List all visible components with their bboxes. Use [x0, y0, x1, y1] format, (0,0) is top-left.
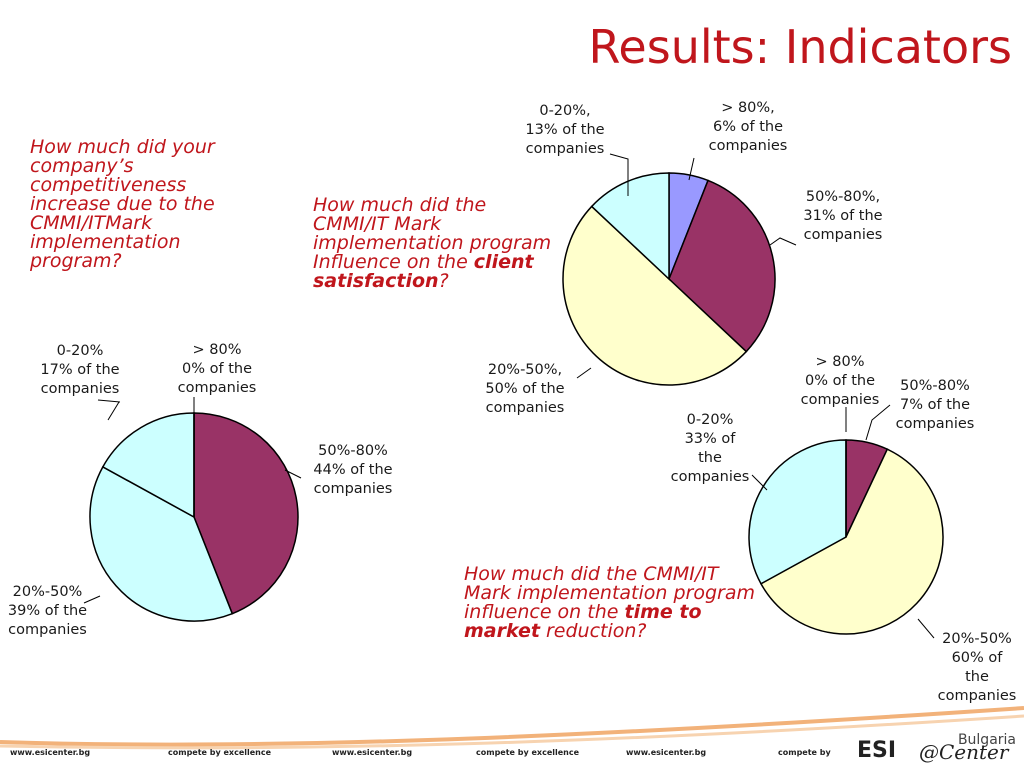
pie-chart-competitiveness	[89, 412, 299, 622]
footer-link-website[interactable]: www.esicenter.bg	[10, 748, 91, 757]
footer-wave-decoration	[0, 706, 1024, 750]
pie2-label-20-50: 20%-50% 60% of the companies	[937, 631, 1017, 704]
leader-line-8	[576, 367, 592, 379]
pie1-label-20-50: 20%-50%, 50% of the companies	[485, 362, 565, 416]
logo-center: @Center	[919, 740, 1009, 764]
logo-esi: ESI	[857, 738, 897, 763]
question-time-to-market-post: reduction?	[539, 620, 647, 642]
pie1-label-0-20: 0-20%, 13% of the companies	[525, 103, 605, 157]
question-time-to-market-emphasis: time to market	[464, 601, 702, 642]
pie0-slice-3	[101, 412, 195, 519]
esi-center-logo: Bulgaria ESI @Center	[855, 730, 1020, 766]
footer-tagline: compete by excellence	[476, 748, 580, 757]
leader-line-1	[97, 399, 121, 403]
label-leader-lines	[83, 153, 935, 639]
footer-tagline: compete by	[778, 748, 831, 757]
question-time-to-market-pre: How much did the CMMI/IT Mark implementa…	[464, 563, 755, 623]
pie1-label-over-80: > 80%, 6% of the companies	[708, 100, 788, 154]
leader-line-5	[609, 153, 629, 196]
pie0-label-20-50: 20%-50% 39% of the companies	[7, 584, 88, 638]
footer-tagline: compete by excellence	[168, 748, 272, 757]
pie-chart-time-to-market	[748, 439, 944, 635]
footer-link-website[interactable]: www.esicenter.bg	[626, 748, 707, 757]
pie2-label-50-80: 50%-80% 7% of the companies	[895, 378, 975, 432]
question-time-to-market: How much did the CMMI/IT Mark implementa…	[464, 565, 764, 641]
slide-title: Results: Indicators	[588, 20, 1012, 74]
logo-country: Bulgaria	[957, 732, 1016, 748]
leader-line-0	[107, 401, 120, 421]
footer-bar: www.esicenter.bg compete by excellence w…	[0, 748, 850, 762]
footer-link-website[interactable]: www.esicenter.bg	[332, 748, 413, 757]
leader-line-10	[865, 404, 891, 441]
leader-line-7	[769, 237, 797, 246]
pie-chart-client-satisfaction	[562, 172, 776, 386]
question-client-satisfaction-pre: Influence on the	[313, 251, 474, 273]
question-client-satisfaction-emphasis: client satisfaction	[313, 251, 534, 292]
pie0-label-over-80: > 80% 0% of the companies	[177, 342, 257, 396]
leader-line-3	[284, 469, 302, 479]
pie2-slice-3	[748, 439, 847, 585]
pie1-label-50-80: 50%-80%, 31% of the companies	[803, 189, 883, 243]
pie2-label-over-80: > 80% 0% of the companies	[800, 354, 880, 408]
pie2-label-0-20: 0-20% 33% of the companies	[670, 412, 750, 485]
leader-line-12	[917, 618, 935, 639]
pie0-label-0-20: 0-20% 17% of the companies	[40, 343, 120, 397]
pie1-slice-2	[562, 205, 748, 386]
leader-line-11	[751, 474, 768, 491]
leader-line-4	[83, 595, 101, 604]
leader-line-6	[688, 157, 695, 181]
pie0-label-50-80: 50%-80% 44% of the companies	[313, 443, 393, 497]
pie1-slice-1	[668, 179, 776, 353]
pie2-slice-2	[759, 448, 944, 635]
pie0-slice-1	[193, 412, 299, 615]
question-client-satisfaction: How much did the CMMI/IT Mark implementa…	[313, 196, 563, 291]
question-client-satisfaction-line1: How much did the CMMI/IT Mark implementa…	[313, 194, 552, 254]
pie0-slice-2	[89, 465, 234, 622]
question-client-satisfaction-post: ?	[438, 270, 449, 292]
question-competitiveness: How much did your company’s competitiven…	[30, 136, 215, 272]
pie1-slice-3	[590, 172, 670, 281]
